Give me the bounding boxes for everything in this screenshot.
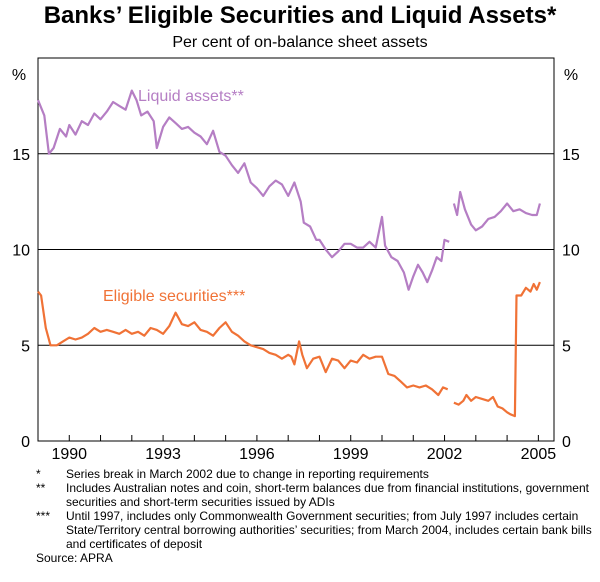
x-tick-label: 2005 bbox=[521, 446, 557, 463]
series-line-eligible bbox=[453, 281, 541, 418]
x-tick-label: 1999 bbox=[333, 446, 369, 463]
series-label-eligible-securities: Eligible securities*** bbox=[103, 288, 245, 305]
footnote: ** Includes Australian notes and coin, s… bbox=[36, 481, 596, 509]
chart-subtitle: Per cent of on-balance sheet assets bbox=[172, 34, 428, 51]
chart-canvas: 0 0 5 5 10 10 15 15 1990 1993 1996 1999 2002 2005 % %… bbox=[12, 57, 580, 463]
tick-labels: 0 0 5 5 10 10 15 15 1990 1993 1996 1999 2002 2005 bbox=[12, 147, 580, 463]
x-tick-label: 1990 bbox=[51, 446, 87, 463]
y-tick-label-left: 15 bbox=[12, 147, 30, 164]
footnote-mark: *** bbox=[36, 509, 51, 523]
y-axis-label-right: % bbox=[564, 67, 578, 84]
footnote: *** Until 1997, includes only Commonweal… bbox=[36, 509, 596, 551]
x-ticks bbox=[37, 435, 539, 441]
gridlines bbox=[38, 153, 554, 346]
series-line-eligible bbox=[37, 290, 449, 397]
footnotes: * Series break in March 2002 due to chan… bbox=[36, 467, 596, 565]
y-tick-label-left: 5 bbox=[21, 338, 30, 355]
footnote-text: Until 1997, includes only Commonwealth G… bbox=[66, 509, 592, 551]
plot-frame bbox=[37, 57, 555, 442]
footnote-mark: * bbox=[36, 467, 41, 481]
chart-title: Banks’ Eligible Securities and Liquid As… bbox=[43, 2, 557, 29]
footnote-text: Includes Australian notes and coin, shor… bbox=[66, 481, 589, 509]
footnote-text: Series break in March 2002 due to change… bbox=[66, 467, 429, 481]
footnote: * Series break in March 2002 due to chan… bbox=[36, 467, 596, 481]
x-tick-label: 1996 bbox=[239, 446, 275, 463]
y-tick-label-left: 0 bbox=[21, 434, 30, 451]
y-tick-label-right: 15 bbox=[562, 147, 580, 164]
x-tick-label: 1993 bbox=[145, 446, 181, 463]
y-tick-label-right: 10 bbox=[562, 243, 580, 260]
y-axis-label-left: % bbox=[12, 67, 26, 84]
footnote-mark: ** bbox=[36, 481, 46, 495]
x-tick-label: 2002 bbox=[427, 446, 463, 463]
y-tick-label-right: 5 bbox=[562, 338, 571, 355]
source-note: Source: APRA bbox=[36, 551, 113, 565]
series-lines bbox=[36, 89, 541, 418]
series-line-liquid bbox=[452, 190, 541, 232]
y-tick-label-left: 10 bbox=[12, 243, 30, 260]
series-label-liquid-assets: Liquid assets** bbox=[138, 88, 244, 105]
y-tick-label-right: 0 bbox=[562, 434, 571, 451]
series-line-liquid bbox=[36, 89, 450, 291]
